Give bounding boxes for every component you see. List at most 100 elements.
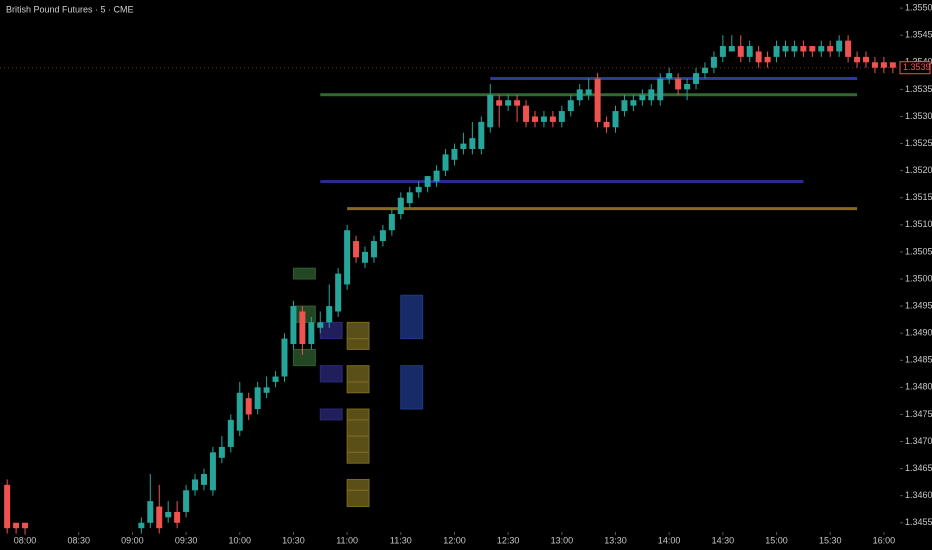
candle-body [22, 522, 29, 529]
candle-body [406, 192, 413, 204]
y-tick-label: 1.3455 [905, 517, 932, 527]
x-tick-label: 13:30 [604, 535, 627, 545]
x-tick-label: 15:30 [819, 535, 842, 545]
x-tick-label: 14:30 [712, 535, 735, 545]
candle-body [594, 78, 601, 122]
candle-body [809, 46, 816, 52]
candle-body [612, 111, 619, 128]
candle-body [245, 398, 252, 415]
candle-body [800, 46, 807, 52]
x-tick-label: 12:30 [497, 535, 520, 545]
zone [319, 365, 343, 383]
candle-body [236, 392, 243, 431]
candle-body [478, 121, 485, 149]
candle-body [585, 89, 592, 95]
y-tick-label: 1.3535 [905, 84, 932, 94]
candle-body [362, 251, 369, 263]
x-tick-label: 10:30 [282, 535, 305, 545]
candle-body [675, 78, 682, 90]
candle-body [505, 100, 512, 106]
y-tick-label: 1.3550 [905, 3, 932, 13]
candle-body [263, 387, 270, 393]
y-tick-label: 1.3460 [905, 490, 932, 500]
candle-body [818, 46, 825, 52]
y-tick-label: 1.3470 [905, 436, 932, 446]
x-tick-label: 09:30 [175, 535, 198, 545]
candle-body [290, 306, 297, 345]
y-tick-label: 1.3500 [905, 273, 932, 283]
zone [400, 294, 424, 340]
candle-body [836, 40, 843, 52]
zone [346, 451, 370, 464]
y-tick-label: 1.3525 [905, 138, 932, 148]
candle-body [174, 511, 181, 523]
candle-body [710, 56, 717, 68]
candle-body [370, 241, 377, 258]
candle-body [138, 522, 145, 529]
chart-title: British Pound Futures · 5 · CME [6, 4, 134, 14]
candle-body [657, 78, 664, 101]
candle-body [764, 56, 771, 63]
candle-body [308, 322, 315, 345]
y-tick-label: 1.3505 [905, 246, 932, 256]
candle-body [880, 62, 887, 68]
y-tick-label: 1.3485 [905, 355, 932, 365]
zone [319, 408, 343, 421]
candle-body [523, 105, 530, 122]
candle-body [424, 176, 431, 187]
x-tick-label: 13:00 [551, 535, 574, 545]
x-tick-label: 15:00 [765, 535, 788, 545]
candle-body [183, 490, 190, 512]
candle-body [469, 138, 476, 149]
last-price-label: 1.3539 [903, 62, 931, 72]
y-tick-label: 1.3545 [905, 30, 932, 40]
candle-body [549, 116, 556, 122]
candle-body [684, 83, 691, 90]
y-tick-label: 1.3465 [905, 463, 932, 473]
x-tick-label: 08:30 [67, 535, 90, 545]
zone [346, 419, 370, 437]
candle-body [388, 213, 395, 231]
candle-body [415, 186, 422, 193]
candle-body [13, 522, 20, 529]
candle-body [630, 100, 637, 106]
candle-body [719, 46, 726, 57]
candle-body [827, 46, 834, 52]
x-tick-label: 14:00 [658, 535, 681, 545]
y-tick-label: 1.3510 [905, 219, 932, 229]
y-tick-label: 1.3520 [905, 165, 932, 175]
candle-body [433, 170, 440, 182]
candle-body [272, 376, 279, 382]
zone [346, 321, 370, 340]
candle-body [4, 484, 11, 529]
zone [346, 489, 370, 508]
candle-body [299, 311, 306, 345]
candle-body [326, 306, 333, 323]
y-tick-label: 1.3480 [905, 382, 932, 392]
candle-body [209, 452, 216, 491]
x-tick-label: 09:00 [121, 535, 144, 545]
x-tick-label: 16:00 [873, 535, 896, 545]
candle-body [227, 419, 234, 447]
zone [346, 338, 370, 350]
candle-body [353, 241, 360, 258]
zone [346, 478, 370, 491]
candle-body [540, 116, 547, 122]
candle-body [603, 121, 610, 128]
candle-body [889, 62, 896, 68]
candle-body [200, 474, 207, 485]
candle-body [487, 94, 494, 128]
candle-body [344, 230, 351, 285]
candle-body [639, 94, 646, 101]
candle-body [863, 56, 870, 63]
candle-body [558, 111, 565, 122]
y-tick-label: 1.3530 [905, 111, 932, 121]
candle-body [701, 67, 708, 74]
candle-body [648, 89, 655, 101]
zone [292, 348, 316, 367]
y-tick-label: 1.3490 [905, 328, 932, 338]
candle-body [845, 40, 852, 57]
candle-body [451, 148, 458, 160]
candle-body [192, 479, 199, 491]
